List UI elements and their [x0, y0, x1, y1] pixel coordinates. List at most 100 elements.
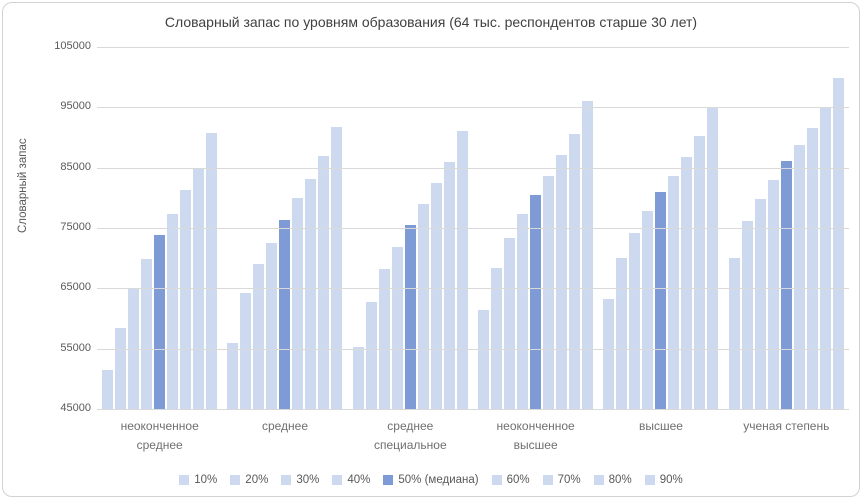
bar [266, 243, 278, 409]
legend-swatch-icon [281, 475, 292, 485]
bar-group [348, 47, 473, 409]
legend-swatch-icon [542, 475, 553, 485]
x-category-label: среднее специальное [373, 419, 447, 452]
bar [629, 232, 641, 409]
bar [391, 247, 403, 409]
chart-title: Словарный запас по уровням образования (… [164, 14, 698, 30]
bar [754, 199, 766, 409]
y-tick-label: 105000 [54, 40, 91, 52]
legend-swatch-icon [593, 475, 604, 485]
legend-label: 50% (медиана) [398, 474, 479, 486]
legend-swatch-icon [230, 475, 241, 485]
y-tick-label: 95000 [60, 100, 91, 113]
legend-label: 80% [608, 474, 632, 486]
legend-swatch-icon [179, 475, 190, 485]
bar [694, 135, 706, 409]
legend-item: 10% [179, 474, 217, 486]
legend-swatch-icon [644, 475, 655, 485]
bar [642, 210, 654, 409]
bar [780, 161, 792, 409]
gridline [97, 228, 849, 229]
bar [180, 190, 192, 409]
legend-item: 50% (медиана) [383, 474, 479, 486]
legend-swatch-icon [332, 475, 343, 485]
bar-group [724, 47, 849, 409]
bar-group [598, 47, 723, 409]
legend-label: 70% [557, 474, 581, 486]
y-axis-title: Словарный запас [17, 138, 29, 233]
bar [279, 220, 291, 409]
bar [430, 182, 442, 409]
bar [832, 78, 844, 409]
bar [655, 191, 667, 409]
legend-item: 30% [281, 474, 319, 486]
gridline [97, 288, 849, 290]
legend-item: 70% [542, 474, 581, 486]
y-tick-label: 65000 [60, 281, 91, 294]
bar [141, 258, 153, 409]
bar [793, 144, 805, 409]
gridline [97, 167, 849, 169]
gridline [97, 107, 849, 109]
bar [543, 176, 555, 409]
bar [305, 178, 317, 409]
bar [707, 107, 719, 409]
plot-area [97, 47, 849, 410]
x-axis-labels: неоконченное среднее среднее среднее специ… [97, 417, 849, 454]
legend-label: 30% [296, 474, 320, 486]
legend-label: 60% [506, 474, 530, 486]
bar [668, 175, 680, 409]
bar [530, 194, 542, 409]
bar [365, 302, 377, 409]
bar [517, 214, 529, 409]
y-tick-label: 55000 [60, 341, 91, 354]
bar [767, 180, 779, 409]
gridline [97, 47, 849, 48]
bar [227, 343, 239, 409]
bar [582, 101, 594, 409]
bar [292, 198, 304, 409]
legend-label: 20% [245, 474, 269, 486]
bar [728, 258, 740, 409]
x-category-label: среднее [261, 419, 309, 433]
legend-swatch-icon [383, 475, 394, 485]
legend-item: 80% [593, 474, 632, 486]
bar-group [222, 47, 347, 409]
bar [115, 328, 127, 409]
legend-label: 10% [194, 474, 218, 486]
bar [206, 132, 218, 409]
bar [556, 155, 568, 409]
bar-groups-row [97, 47, 849, 409]
bar [240, 293, 252, 409]
bar [253, 264, 265, 409]
bar [741, 220, 753, 409]
bar [504, 238, 516, 409]
legend-item: 90% [644, 474, 683, 486]
legend-swatch-icon [491, 475, 502, 485]
bar [681, 156, 693, 409]
x-category-label: неоконченное среднее [120, 419, 199, 452]
bar [443, 162, 455, 409]
bar [806, 128, 818, 409]
bar [404, 224, 416, 409]
y-tick-label: 45000 [60, 402, 91, 414]
bar [478, 310, 490, 409]
bar [318, 155, 330, 409]
bar [154, 234, 166, 409]
bar [102, 370, 114, 409]
bar [167, 214, 179, 409]
bar [491, 267, 503, 409]
x-category-label: ученая степень [743, 419, 830, 433]
bar [456, 130, 468, 409]
bar [616, 258, 628, 409]
bar [603, 298, 615, 409]
bar [352, 347, 364, 409]
legend-item: 40% [332, 474, 370, 486]
bar [569, 134, 581, 409]
bar-group [473, 47, 598, 409]
legend-label: 40% [347, 474, 371, 486]
gridline [97, 348, 849, 350]
bar [128, 287, 140, 409]
bar [331, 126, 343, 409]
